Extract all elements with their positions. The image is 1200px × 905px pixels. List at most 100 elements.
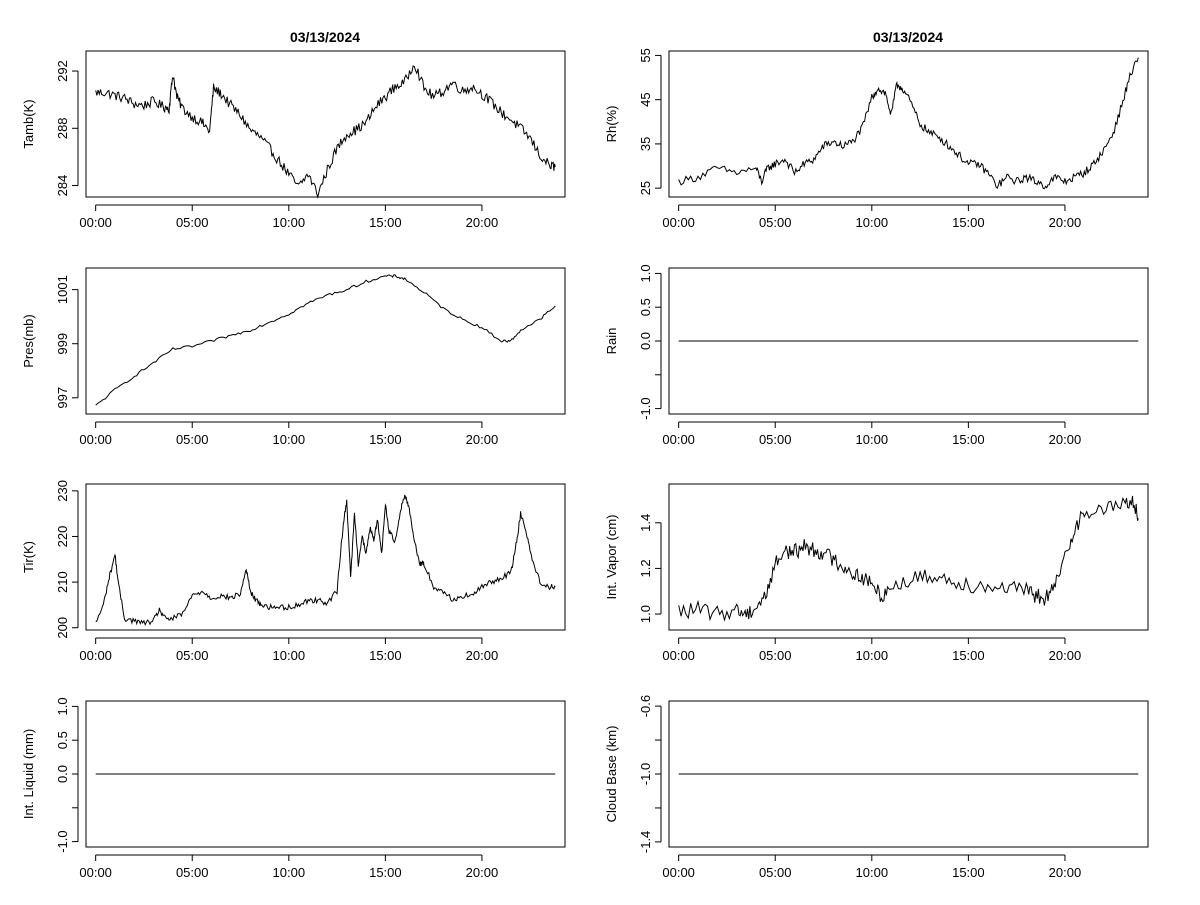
y-axis-label: Cloud Base (km) [604, 726, 619, 823]
panel-rh: 00:00 05:00 10:00 15:00 20:00 25 35 45 55 Rh(%) [604, 48, 1149, 230]
x-tick-label: 20:00 [1049, 865, 1082, 880]
series-line-tamb [95, 65, 556, 199]
x-tick-label: 15:00 [369, 215, 402, 230]
x-tick-label: 00:00 [662, 215, 695, 230]
x-axis-cloudbase: 00:00 05:00 10:00 15:00 20:00 [662, 854, 1082, 880]
x-axis-tir: 00:00 05:00 10:00 15:00 20:00 [79, 637, 498, 663]
panel-tir: 00:00 05:00 10:00 15:00 20:00 200 210 220 230 Tir… [21, 480, 566, 663]
x-tick-label: 00:00 [79, 432, 112, 447]
x-tick-label: 20:00 [1049, 432, 1082, 447]
x-tick-label: 05:00 [759, 432, 792, 447]
y-tick-label: 25 [638, 181, 653, 195]
y-tick-label: 1.0 [638, 605, 653, 623]
y-axis-pres: 997 999 1001 [55, 275, 79, 409]
y-tick-label: 230 [55, 480, 70, 502]
y-tick-label: 284 [55, 175, 70, 197]
x-tick-label: 10:00 [856, 215, 889, 230]
y-tick-label: 0.0 [55, 765, 70, 783]
plot-frame-rh [668, 50, 1149, 198]
plot-frame-vapor [668, 483, 1149, 631]
x-tick-label: 10:00 [273, 648, 306, 663]
x-tick-label: 00:00 [79, 648, 112, 663]
y-tick-label: -1.0 [638, 397, 653, 419]
series-line-tir [95, 494, 556, 627]
panel-vapor: 00:00 05:00 10:00 15:00 20:00 1.0 1.2 1.4 Int. V… [604, 483, 1149, 663]
y-axis-tamb: 284 288 292 [55, 60, 79, 197]
y-axis-cloudbase: -1.4 -1.0 -0.6 [638, 695, 662, 853]
y-axis-label: Tamb(K) [21, 99, 36, 148]
x-axis-pres: 00:00 05:00 10:00 15:00 20:00 [79, 421, 499, 447]
y-tick-label: 1001 [55, 275, 70, 304]
x-tick-label: 20:00 [466, 865, 499, 880]
y-tick-label: 210 [55, 571, 70, 593]
y-axis-vapor: 1.0 1.2 1.4 [638, 514, 662, 623]
x-tick-label: 15:00 [952, 648, 985, 663]
x-tick-label: 05:00 [176, 432, 209, 447]
panel-pres: 00:00 05:00 10:00 15:00 20:00 997 999 1001 Pres(… [21, 267, 566, 447]
x-tick-label: 05:00 [176, 215, 209, 230]
y-tick-label: 997 [55, 387, 70, 409]
series-line-rh [678, 57, 1139, 190]
x-tick-label: 20:00 [1049, 215, 1082, 230]
x-tick-label: 15:00 [369, 865, 402, 880]
x-tick-label: 10:00 [856, 865, 889, 880]
y-tick-label: 0.5 [638, 298, 653, 316]
y-tick-label: -0.6 [638, 695, 653, 717]
y-axis-label: Int. Liquid (mm) [21, 729, 36, 819]
y-tick-label: 35 [638, 137, 653, 151]
y-tick-label: 1.0 [638, 264, 653, 282]
x-axis-tamb: 00:00 05:00 10:00 15:00 20:00 [79, 204, 499, 230]
y-axis-tir: 200 210 220 230 [55, 480, 79, 639]
y-tick-label: 1.4 [638, 514, 653, 532]
right-column-title: 03/13/2024 [873, 29, 943, 45]
plot-frame-rain [668, 267, 1149, 415]
x-tick-label: 20:00 [466, 215, 499, 230]
y-tick-label: 292 [55, 60, 70, 82]
x-tick-label: 00:00 [662, 865, 695, 880]
x-tick-label: 00:00 [79, 215, 112, 230]
x-tick-label: 05:00 [759, 648, 792, 663]
y-tick-label: 55 [638, 48, 653, 62]
y-axis-rh: 25 35 45 55 [638, 48, 662, 195]
x-tick-label: 00:00 [662, 432, 695, 447]
x-tick-label: 05:00 [759, 215, 792, 230]
plot-frame-liquid [85, 700, 566, 848]
y-axis-label: Rh(%) [604, 106, 619, 143]
y-tick-label: 1.0 [55, 697, 70, 715]
x-tick-label: 10:00 [273, 865, 306, 880]
series-line-vapor [678, 495, 1139, 622]
x-tick-label: 10:00 [273, 432, 306, 447]
y-tick-label: 1.2 [638, 559, 653, 577]
y-tick-label: 288 [55, 117, 70, 139]
y-tick-label: 220 [55, 526, 70, 548]
y-tick-label: 0.5 [55, 731, 70, 749]
x-tick-label: 00:00 [662, 648, 695, 663]
x-axis-rain: 00:00 05:00 10:00 15:00 20:00 [662, 421, 1082, 447]
y-tick-label: 45 [638, 92, 653, 106]
x-tick-label: 20:00 [466, 432, 499, 447]
y-axis-label: Tir(K) [21, 541, 36, 573]
y-tick-label: 0.0 [638, 332, 653, 350]
x-tick-label: 15:00 [369, 432, 402, 447]
x-axis-liquid: 00:00 05:00 10:00 15:00 20:00 [79, 854, 499, 880]
plot-frame-cloudbase [668, 700, 1149, 848]
x-tick-label: 10:00 [273, 215, 306, 230]
panel-tamb: 00:00 05:00 10:00 15:00 20:00 284 288 292 Tamb(K… [21, 50, 566, 230]
y-tick-label: 200 [55, 617, 70, 639]
x-tick-label: 10:00 [856, 432, 889, 447]
y-tick-label: -1.4 [638, 831, 653, 853]
x-tick-label: 15:00 [952, 215, 985, 230]
y-axis-rain: -1.0 0.0 0.5 1.0 [638, 264, 662, 420]
y-tick-label: -1.0 [638, 763, 653, 785]
plot-frame-tamb [85, 50, 566, 198]
y-axis-label: Int. Vapor (cm) [604, 514, 619, 599]
left-column-title: 03/13/2024 [290, 29, 360, 45]
x-tick-label: 05:00 [759, 865, 792, 880]
x-tick-label: 15:00 [952, 432, 985, 447]
y-tick-label: -1.0 [55, 830, 70, 852]
x-tick-label: 15:00 [369, 648, 402, 663]
x-tick-label: 05:00 [176, 648, 209, 663]
panel-rain: 00:00 05:00 10:00 15:00 20:00 -1.0 0.0 0.5 1.0 Ra… [604, 264, 1149, 447]
